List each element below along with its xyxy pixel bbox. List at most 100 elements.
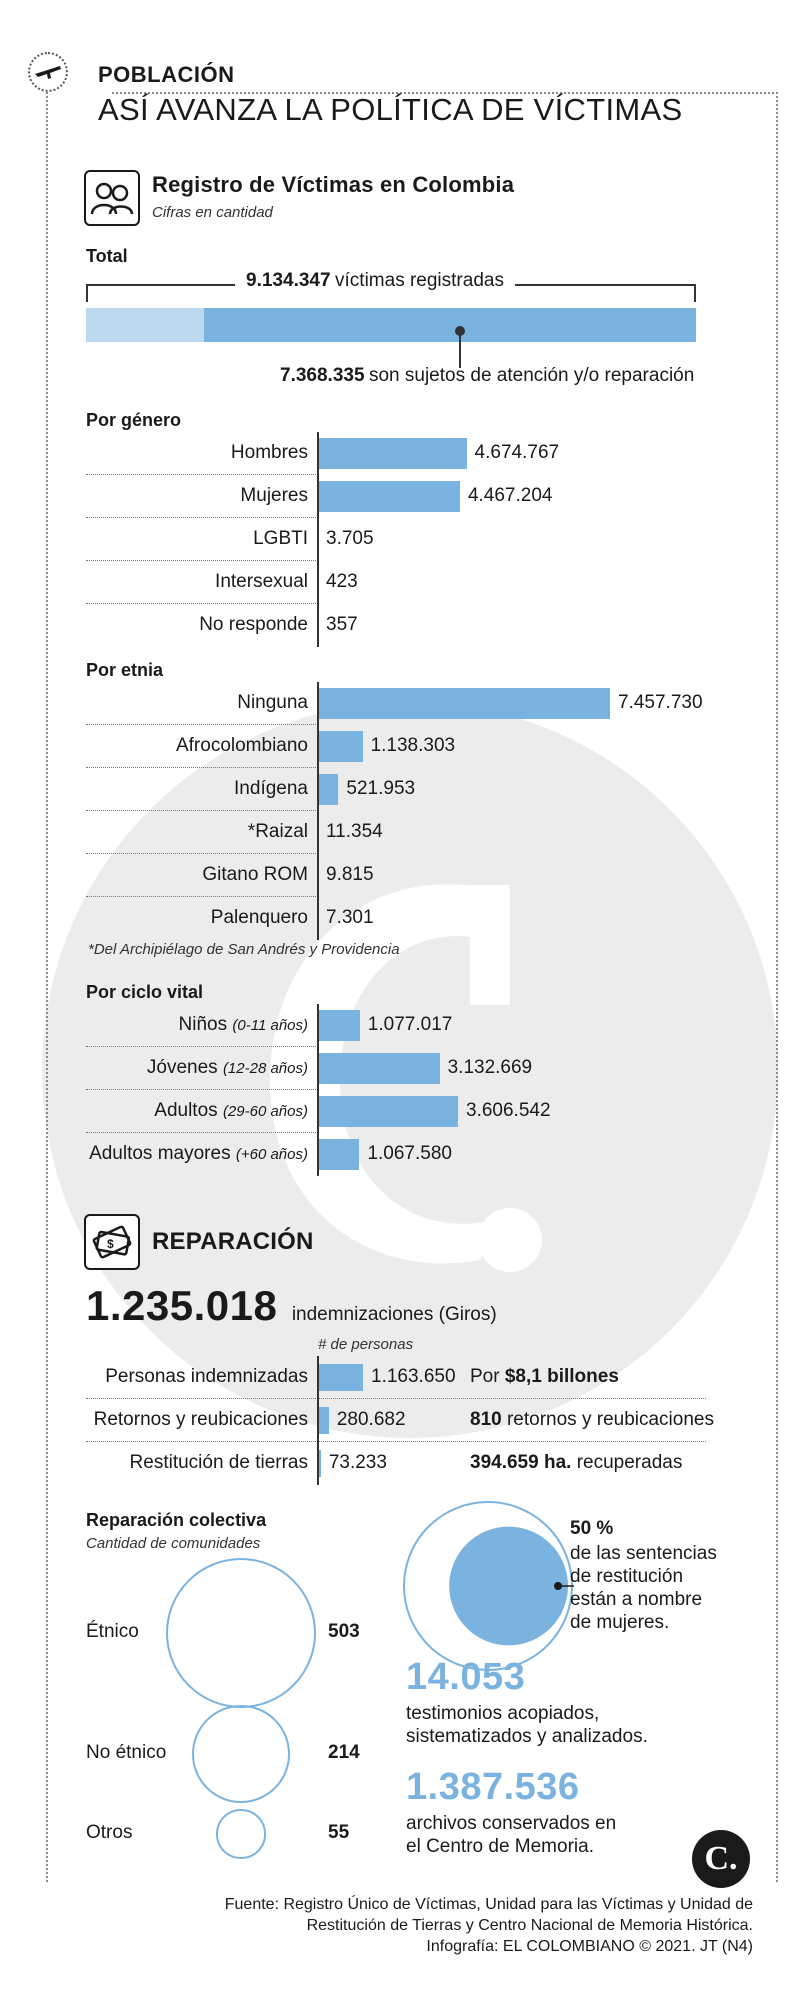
- archivos-text: archivos conservados en el Centro de Mem…: [406, 1812, 616, 1858]
- bar-label: *Raizal: [247, 820, 308, 842]
- bar-label: Adultos mayores (+60 años): [89, 1143, 308, 1165]
- bar-value: 1.138.303: [370, 734, 456, 756]
- kicker: POBLACIÓN: [98, 62, 235, 87]
- community-label: Étnico: [86, 1621, 139, 1642]
- bar-axis: [317, 1356, 319, 1485]
- bar-row: Mujeres 4.467.204: [86, 475, 706, 518]
- bar-row: Afrocolombiano 1.138.303: [86, 725, 706, 768]
- bar-row: No responde 357: [86, 604, 706, 647]
- community-value: 503: [328, 1621, 360, 1642]
- bar-label: Jóvenes (12-28 años): [147, 1057, 308, 1079]
- bar-label: Palenquero: [210, 906, 308, 928]
- total-heading: Total: [86, 246, 128, 266]
- bar-label-text: Adultos: [154, 1099, 223, 1121]
- indem-text: indemnizaciones (Giros): [291, 1304, 497, 1325]
- bar-label: Restitución de tierras: [129, 1451, 308, 1473]
- frame-left: [46, 92, 48, 1882]
- bar-label: Indígena: [234, 777, 308, 799]
- row-separator: [86, 1441, 706, 1442]
- bar-row: Restitución de tierras 73.233 394.659 ha. …: [86, 1442, 716, 1485]
- source-text: Fuente: Registro Único de Víctimas, Unid…: [225, 1894, 753, 1957]
- ciclo-heading: Por ciclo vital: [86, 982, 204, 1002]
- sujetos-pointer-dot: [455, 326, 465, 336]
- bar-mark: [318, 1010, 360, 1041]
- bar-label: Intersexual: [215, 570, 308, 592]
- reparacion-chart: Personas indemnizadas 1.163.650 Por $8,1 b…: [86, 1356, 716, 1486]
- bar-mark: [318, 481, 460, 512]
- etnia-footnote: *Del Archipiélago de San Andrés y Provid…: [88, 941, 400, 958]
- reparacion-title: REPARACIÓN: [152, 1228, 314, 1255]
- row-separator: [86, 1132, 318, 1133]
- total-text: víctimas registradas: [335, 270, 504, 291]
- frame-right: [776, 92, 778, 1882]
- svg-text:$: $: [107, 1237, 114, 1251]
- sujetos-bar: [203, 308, 696, 342]
- archivos-l1: archivos conservados en: [406, 1813, 617, 1834]
- bar-label: No responde: [199, 613, 308, 635]
- bar-mark: [318, 438, 467, 469]
- bar-row: Jóvenes (12-28 años) 3.132.669: [86, 1047, 706, 1090]
- community-circle: [166, 1558, 316, 1708]
- mujeres-line1: de las sentencias: [570, 1543, 717, 1564]
- bar-row: Adultos (29-60 años) 3.606.542: [86, 1090, 706, 1133]
- community-circle: [192, 1705, 290, 1803]
- mujeres-line3: están a nombre: [570, 1589, 703, 1610]
- row-separator: [86, 853, 318, 854]
- note-bold: 394.659 ha.: [470, 1451, 572, 1473]
- pie-share: [449, 1526, 568, 1646]
- bar-label: Retornos y reubicaciones: [93, 1408, 308, 1430]
- bar-note: 394.659 ha. recuperadas: [470, 1452, 682, 1474]
- bar-value: 1.163.650: [371, 1365, 456, 1387]
- bar-mark: [318, 1139, 360, 1170]
- source-line2: Restitución de Tierras y Centro Nacional…: [306, 1917, 753, 1934]
- row-separator: [86, 810, 318, 811]
- bar-value: 3.705: [326, 527, 374, 549]
- bar-value: 280.682: [336, 1408, 406, 1430]
- note-prefix: Por: [470, 1365, 505, 1387]
- source-line3: Infografía: EL COLOMBIANO © 2021. JT (N4…: [426, 1938, 753, 1955]
- bar-value: 1.077.017: [367, 1013, 453, 1035]
- bar-axis: [317, 682, 319, 940]
- row-separator: [86, 1089, 318, 1090]
- bar-value: 423: [326, 570, 358, 592]
- archivos-l2: el Centro de Memoria.: [406, 1836, 594, 1857]
- bar-value: 7.457.730: [618, 691, 703, 713]
- sujetos-label: 7.368.335 son sujetos de atención y/o re…: [280, 365, 694, 387]
- bar-value: 1.067.580: [367, 1142, 452, 1164]
- bar-label-range: (+60 años): [235, 1145, 308, 1163]
- bar-row: *Raizal 11.354: [86, 811, 706, 854]
- community-value: 214: [328, 1742, 360, 1763]
- row-separator: [86, 767, 318, 768]
- bar-value: 357: [326, 613, 358, 635]
- row-separator: [86, 896, 318, 897]
- registro-subtitle: Cifras en cantidad: [152, 204, 273, 221]
- testimonios-value: 14.053: [406, 1656, 526, 1698]
- sujetos-pointer: [459, 326, 461, 368]
- bar-row: Retornos y reubicaciones 280.682 810 retor…: [86, 1399, 716, 1442]
- testimonios-text: testimonios acopiados, sistematizados y …: [406, 1702, 648, 1748]
- row-separator: [86, 724, 318, 725]
- indem-value: 1.235.018: [86, 1282, 278, 1329]
- bar-label: Afrocolombiano: [175, 734, 308, 756]
- colectiva-heading: Reparación colectiva: [86, 1510, 267, 1530]
- bar-label: Gitano ROM: [202, 863, 308, 885]
- bar-mark: [318, 1053, 440, 1084]
- bar-value: 4.467.204: [467, 484, 553, 506]
- archivos-value: 1.387.536: [406, 1766, 580, 1808]
- el-colombiano-logo: C.: [692, 1830, 750, 1888]
- bar-row: Niños (0-11 años) 1.077.017: [86, 1004, 706, 1047]
- bar-row: Hombres 4.674.767: [86, 432, 706, 475]
- bar-value: 73.233: [328, 1451, 387, 1473]
- bar-label-text: Jóvenes: [146, 1056, 223, 1078]
- note-bold: $8,1 billones: [504, 1365, 619, 1387]
- bar-note: 810 retornos y reubicaciones: [470, 1409, 714, 1431]
- community-label: No étnico: [86, 1742, 167, 1763]
- bar-mark: [318, 1407, 329, 1434]
- bar-label: Hombres: [230, 441, 308, 463]
- bar-note: Por $8,1 billones: [470, 1366, 619, 1388]
- bar-axis: [317, 1004, 319, 1176]
- row-separator: [86, 517, 318, 518]
- bar-label-range: (29-60 años): [222, 1102, 308, 1120]
- money-icon: $: [84, 1214, 140, 1270]
- bar-row: Ninguna 7.457.730: [86, 682, 706, 725]
